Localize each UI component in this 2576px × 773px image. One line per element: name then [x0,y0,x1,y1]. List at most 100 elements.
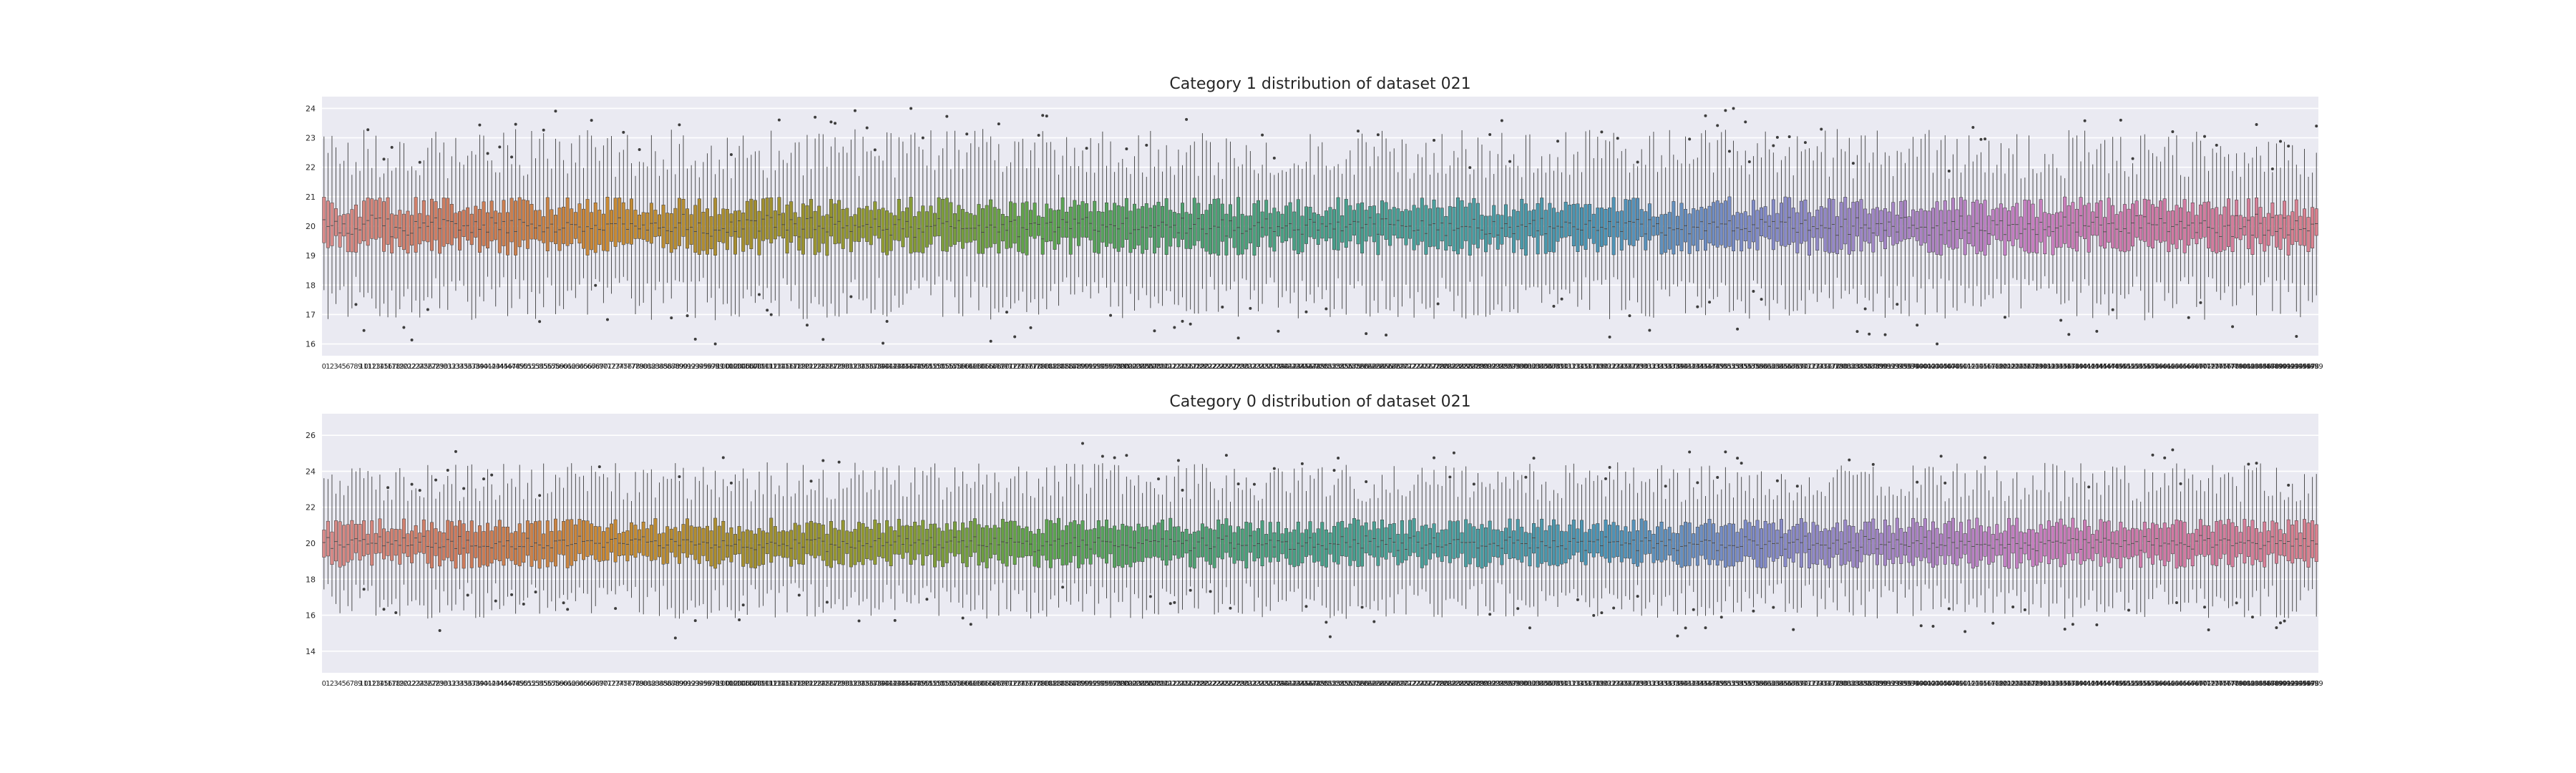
x-tick-label: 50 [519,363,528,371]
box-106 [745,157,749,290]
box-body [557,530,562,555]
box-body [550,530,554,563]
box-body [1715,200,1719,248]
box-body [1440,208,1444,242]
box-441 [2083,119,2087,280]
box-197 [1108,141,1113,317]
box-body [997,208,1001,254]
box-135 [861,136,865,301]
box-body [1576,203,1580,252]
box-body [1348,205,1352,242]
box-body [406,533,410,557]
outlier-point [1224,454,1228,457]
box-body [1085,203,1089,238]
box-200 [1121,159,1125,319]
box-body [1141,527,1145,563]
x-tick-label: 78 [631,363,640,371]
box-body [462,210,466,237]
box-body [1867,213,1871,244]
x-tick-label: 98 [711,363,720,371]
box-419 [1995,165,1999,279]
box-body [1189,213,1193,249]
box-311 [1563,132,1568,290]
box-47 [509,155,514,308]
box-body [1368,530,1372,555]
box-body [697,526,701,564]
box-29 [438,152,442,308]
box-body [334,520,338,562]
box-147 [909,107,913,291]
box-body [1563,202,1568,238]
box-body [1116,205,1121,252]
box-body [1935,201,1939,255]
box-367 [1787,135,1792,316]
box-286 [1464,149,1468,319]
x-tick-label: 16 [384,363,393,371]
box-101 [725,137,729,304]
box-body [1488,520,1492,563]
box-body [737,526,741,555]
outlier-point [638,148,641,152]
x-tick-label: 92 [687,363,696,371]
box-body [901,211,905,248]
box-body [889,526,893,566]
x-tick-label: 70 [599,363,608,371]
box-185 [1060,155,1065,282]
box-484 [2255,123,2258,316]
box-body [570,519,574,566]
box-175 [1020,138,1025,292]
box-461 [2162,147,2167,301]
outlier-point [1153,329,1156,333]
box-182 [1048,142,1053,291]
box-body [1048,208,1053,242]
outlier-point [1616,137,1619,140]
box-body [1839,202,1843,250]
box-body [865,205,869,242]
box-6 [346,142,350,317]
box-293 [1492,174,1496,310]
x-tick-label: 26 [424,363,433,371]
box-body [2298,215,2303,245]
box-body [641,521,645,556]
box-317 [1588,130,1592,310]
box-0 [322,136,326,291]
box-390 [1879,164,1883,277]
box-149 [917,146,921,288]
box-body [386,531,390,556]
box-body [1076,205,1080,246]
box-281 [1444,173,1448,289]
box-body [2043,212,2047,255]
box-98 [713,174,718,346]
box-body [841,208,845,249]
box-body [1240,213,1244,255]
box-199 [1116,162,1121,307]
box-body [977,204,981,254]
box-body [434,201,438,240]
box-body [613,519,618,563]
box-body [1368,206,1372,237]
box-body [2059,211,2063,248]
box-body [1675,215,1679,246]
box-body [458,520,462,555]
box-body [2207,201,2211,249]
box-body [1364,210,1368,242]
box-415 [1979,137,1983,307]
outlier-point [2270,167,2274,170]
outlier-point [1692,608,1695,611]
box-42 [489,160,494,290]
box-30 [441,142,446,287]
box-180 [1040,114,1045,299]
box-body [565,197,570,246]
box-497 [2306,177,2311,301]
box-body [1428,208,1432,248]
box-body [777,531,781,556]
box-333 [1652,132,1656,318]
box-body [2111,205,2115,248]
box-body [717,525,721,565]
outlier-point [777,118,781,122]
box-body [1404,209,1408,245]
outlier-point [873,148,877,152]
box-body [1475,203,1480,248]
x-tick-label: 48 [511,363,520,371]
box-body [2306,217,2311,252]
